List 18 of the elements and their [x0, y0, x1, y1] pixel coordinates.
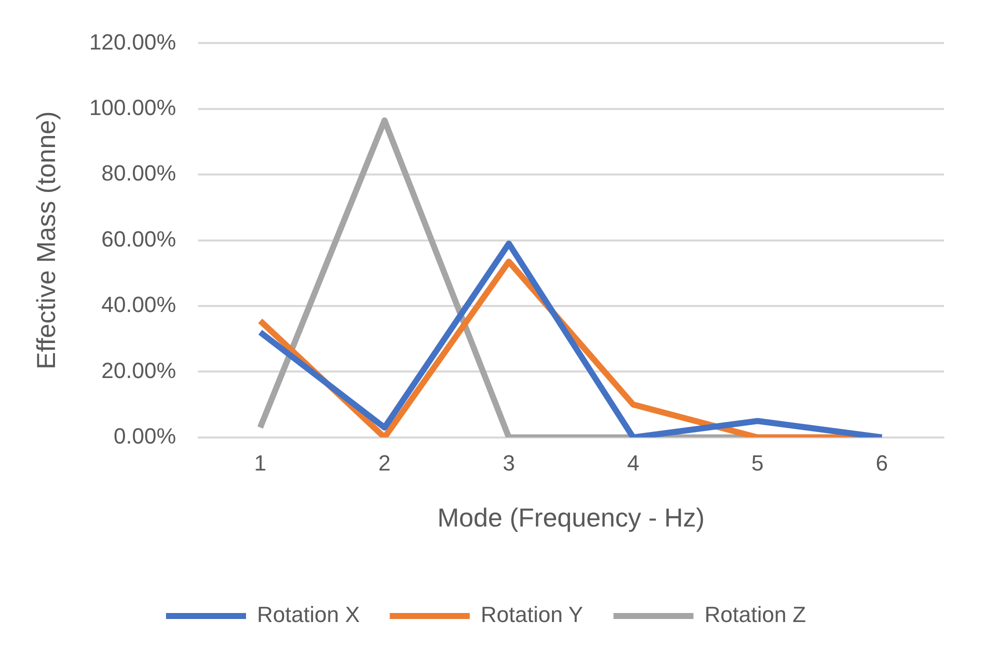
x-tick-label: 5 [751, 450, 764, 476]
x-tick-label: 3 [502, 450, 515, 476]
legend-label: Rotation Y [480, 602, 584, 628]
x-axis-title: Mode (Frequency - Hz) [437, 502, 705, 533]
y-tick-label: 120.00% [89, 29, 176, 54]
x-tick-label: 4 [627, 450, 640, 476]
x-tick-label: 6 [876, 450, 888, 476]
legend-label: Rotation X [257, 602, 360, 628]
x-tick-label: 2 [378, 450, 391, 476]
y-tick-label: 0.00% [114, 423, 176, 448]
x-tick-label: 1 [254, 450, 266, 476]
y-tick-label: 20.00% [101, 358, 176, 383]
y-tick-label: 40.00% [101, 292, 176, 318]
y-tick-label: 100.00% [89, 94, 176, 120]
legend-label: Rotation Z [704, 602, 806, 628]
y-axis-title: Effective Mass (tonne) [30, 111, 61, 370]
y-tick-label: 80.00% [101, 160, 176, 186]
y-tick-label: 60.00% [101, 226, 176, 252]
